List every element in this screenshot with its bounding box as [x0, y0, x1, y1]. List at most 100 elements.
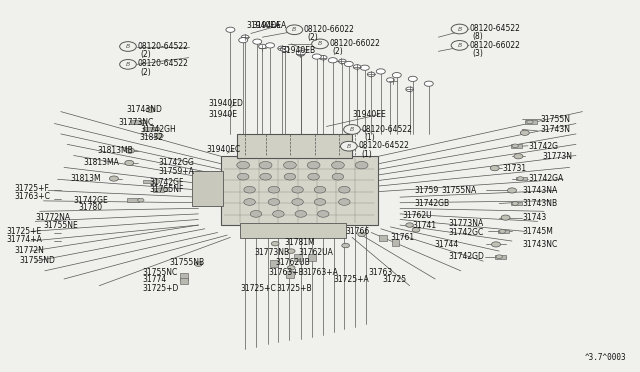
- Text: B: B: [347, 144, 351, 149]
- Text: (2): (2): [141, 50, 152, 59]
- Circle shape: [120, 42, 136, 51]
- Text: 31755NA: 31755NA: [442, 186, 477, 195]
- Text: 31766: 31766: [346, 227, 370, 236]
- FancyBboxPatch shape: [240, 223, 346, 238]
- Text: 31725+B: 31725+B: [276, 284, 312, 293]
- Circle shape: [239, 38, 248, 43]
- Text: (2): (2): [141, 68, 152, 77]
- Text: 31755NE: 31755NE: [44, 221, 78, 230]
- Circle shape: [154, 180, 160, 183]
- Circle shape: [358, 232, 365, 237]
- Circle shape: [332, 161, 344, 169]
- Circle shape: [490, 166, 499, 171]
- Circle shape: [451, 41, 468, 50]
- Text: 31742GF: 31742GF: [149, 178, 184, 187]
- Text: 31781M: 31781M: [285, 238, 316, 247]
- Text: 31743NC: 31743NC: [522, 240, 557, 249]
- Bar: [180, 278, 188, 284]
- Text: 31742GA: 31742GA: [528, 174, 563, 183]
- Text: 31940EB: 31940EB: [282, 46, 316, 55]
- Circle shape: [406, 223, 413, 227]
- Text: 31744: 31744: [434, 240, 458, 249]
- Circle shape: [125, 148, 134, 153]
- Text: 31742GD: 31742GD: [448, 252, 484, 261]
- Text: (8): (8): [472, 32, 483, 41]
- Text: 31940ED: 31940ED: [208, 99, 243, 108]
- Circle shape: [312, 39, 328, 49]
- Text: 31725+F: 31725+F: [14, 185, 49, 193]
- Bar: [143, 127, 155, 131]
- Text: 31762UB: 31762UB: [275, 258, 310, 267]
- Text: 08120-64522: 08120-64522: [138, 60, 188, 68]
- Bar: [392, 239, 399, 246]
- Bar: [127, 198, 139, 202]
- Text: 31743ND: 31743ND: [127, 105, 163, 114]
- Circle shape: [392, 73, 401, 78]
- Circle shape: [355, 161, 368, 169]
- Text: 31742G: 31742G: [528, 142, 558, 151]
- Text: B: B: [126, 44, 130, 49]
- Circle shape: [314, 199, 326, 205]
- Circle shape: [501, 215, 510, 220]
- Circle shape: [278, 46, 285, 51]
- Circle shape: [527, 120, 533, 124]
- Circle shape: [120, 60, 136, 69]
- Text: 31940E: 31940E: [208, 110, 237, 119]
- Circle shape: [328, 58, 337, 63]
- Circle shape: [312, 54, 321, 59]
- Text: 31742GB: 31742GB: [414, 199, 449, 208]
- Circle shape: [520, 130, 529, 135]
- Bar: [131, 120, 142, 124]
- Text: 31725+E: 31725+E: [6, 227, 42, 236]
- Circle shape: [339, 186, 350, 193]
- Bar: [379, 235, 387, 241]
- Circle shape: [292, 199, 303, 205]
- Text: 31741: 31741: [413, 221, 437, 230]
- Bar: [511, 202, 522, 205]
- Circle shape: [344, 61, 353, 67]
- Text: 31813MB: 31813MB: [97, 146, 133, 155]
- Text: 31755NF: 31755NF: [149, 185, 184, 194]
- Circle shape: [342, 243, 349, 248]
- Text: 31725+A: 31725+A: [333, 275, 369, 283]
- Circle shape: [332, 173, 344, 180]
- Text: 31774+A: 31774+A: [6, 235, 42, 244]
- Bar: [525, 120, 537, 124]
- Bar: [516, 177, 527, 180]
- Circle shape: [406, 87, 413, 92]
- Bar: [143, 180, 155, 183]
- Text: B: B: [318, 41, 322, 46]
- Circle shape: [226, 27, 235, 32]
- Circle shape: [195, 262, 202, 266]
- Circle shape: [344, 125, 360, 134]
- FancyBboxPatch shape: [221, 156, 378, 225]
- Text: ^3.7^0003: ^3.7^0003: [584, 353, 626, 362]
- Circle shape: [266, 43, 275, 48]
- Text: 31725+D: 31725+D: [142, 284, 179, 293]
- Text: (2): (2): [333, 47, 344, 56]
- Circle shape: [259, 44, 266, 49]
- Circle shape: [492, 242, 500, 247]
- Circle shape: [259, 161, 272, 169]
- Text: B: B: [126, 62, 130, 67]
- Circle shape: [339, 199, 350, 205]
- Text: B: B: [458, 43, 461, 48]
- Circle shape: [287, 266, 295, 270]
- Text: 31725+C: 31725+C: [240, 284, 276, 293]
- Text: 31743NB: 31743NB: [522, 199, 557, 208]
- Text: 31774: 31774: [142, 275, 166, 284]
- Text: B: B: [458, 26, 461, 32]
- Text: 31940EA: 31940EA: [253, 21, 287, 30]
- Text: 31773NC: 31773NC: [118, 118, 154, 126]
- Circle shape: [308, 173, 319, 180]
- Text: 31772NA: 31772NA: [35, 213, 70, 222]
- Circle shape: [514, 154, 523, 159]
- Text: 08120-64522: 08120-64522: [358, 141, 409, 150]
- Circle shape: [284, 173, 296, 180]
- Text: 31762UA: 31762UA: [298, 248, 333, 257]
- Text: 08120-66022: 08120-66022: [469, 41, 520, 49]
- Circle shape: [314, 186, 326, 193]
- FancyBboxPatch shape: [237, 134, 352, 158]
- Text: (2): (2): [307, 33, 318, 42]
- Text: 31763: 31763: [368, 268, 392, 277]
